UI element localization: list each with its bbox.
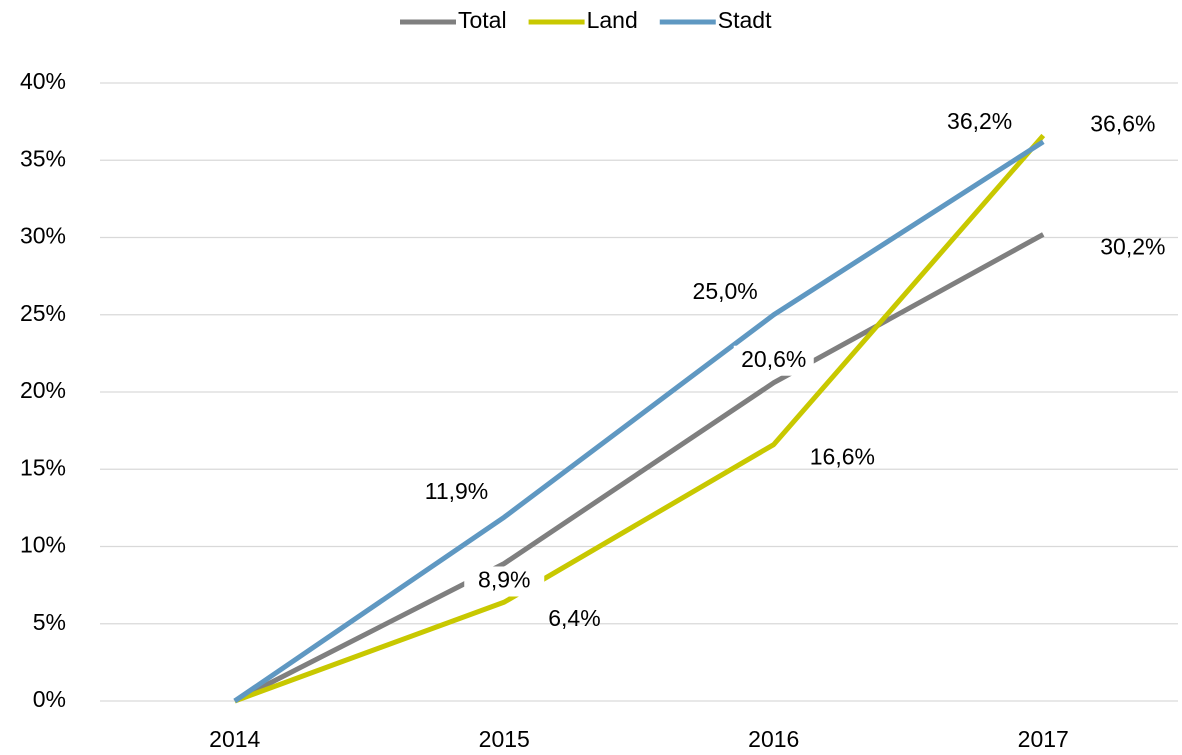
data-label: 36,2% <box>947 108 1012 134</box>
data-label: 30,2% <box>1100 233 1165 259</box>
x-tick-label: 2017 <box>1018 726 1069 752</box>
legend-label: Total <box>458 7 507 33</box>
series-line <box>233 133 1046 704</box>
data-label: 20,6% <box>741 346 806 372</box>
y-tick-label: 5% <box>33 609 66 635</box>
data-label: 36,6% <box>1090 111 1155 137</box>
data-label: 25,0% <box>693 278 758 304</box>
label-background <box>733 345 814 376</box>
label-background <box>464 566 545 597</box>
y-tick-label: 30% <box>20 223 66 249</box>
y-tick-label: 15% <box>20 454 66 480</box>
x-tick-label: 2014 <box>209 726 260 752</box>
x-tick-label: 2015 <box>479 726 530 752</box>
y-tick-label: 10% <box>20 532 66 558</box>
y-tick-label: 25% <box>20 300 66 326</box>
data-label: 11,9% <box>425 478 489 504</box>
x-tick-label: 2016 <box>748 726 799 752</box>
legend-label: Stadt <box>718 7 772 33</box>
y-tick-label: 40% <box>20 68 66 94</box>
legend-label: Land <box>587 7 638 33</box>
data-label: 16,6% <box>810 444 875 470</box>
y-tick-label: 35% <box>20 145 66 171</box>
y-tick-label: 0% <box>33 686 66 712</box>
series-line <box>233 139 1045 704</box>
y-tick-label: 20% <box>20 377 66 403</box>
data-label: 6,4% <box>548 605 600 631</box>
data-label: 8,9% <box>478 567 530 593</box>
series-line <box>233 232 1045 704</box>
